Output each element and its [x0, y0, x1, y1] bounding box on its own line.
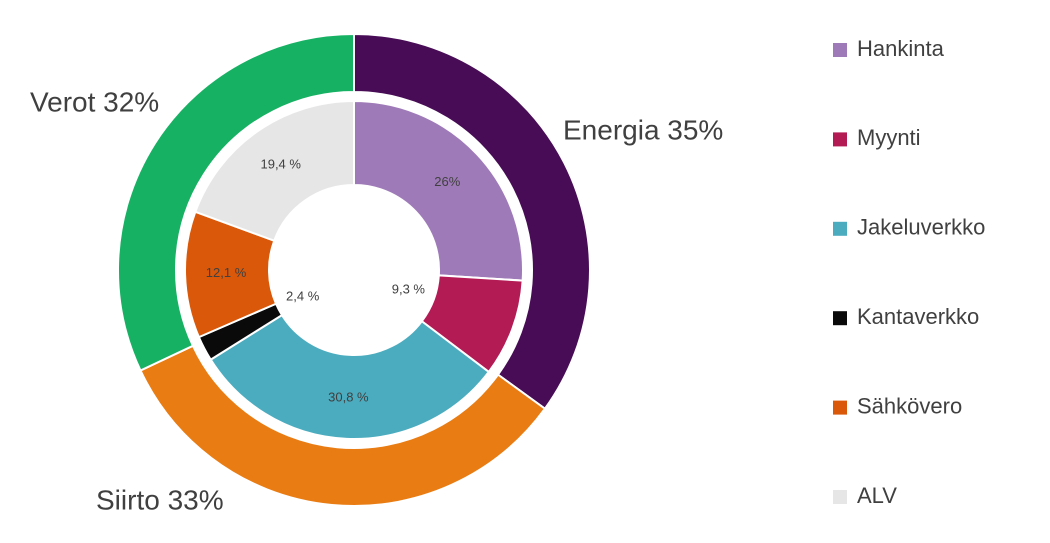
data-label: 12,1 % — [206, 265, 247, 280]
data-label: 30,8 % — [328, 389, 369, 404]
data-label: 26% — [434, 174, 460, 189]
inner-slice — [194, 99, 355, 242]
legend-label: Sähkövero — [857, 393, 962, 418]
outer-slice — [139, 344, 547, 507]
legend-label: Myynti — [857, 125, 921, 150]
inner-slice — [353, 99, 525, 282]
legend-swatch — [833, 43, 847, 57]
data-label: 2,4 % — [286, 288, 320, 303]
inner-slice — [209, 313, 491, 440]
legend-label: Kantaverkko — [857, 304, 979, 329]
legend-swatch — [833, 400, 847, 415]
legend-label: Jakeluverkko — [857, 215, 985, 240]
data-label: 9,3 % — [392, 282, 426, 297]
legend-swatch — [833, 221, 847, 236]
legend-swatch — [833, 490, 847, 504]
outer-label: Energia 35% — [563, 114, 723, 145]
outer-label: Verot 32% — [30, 86, 159, 117]
legend-swatch — [833, 132, 847, 147]
legend-swatch — [833, 311, 847, 326]
outer-label: Siirto 33% — [96, 484, 224, 515]
legend-label: Hankinta — [857, 36, 945, 61]
data-label: 19,4 % — [260, 156, 301, 171]
legend-label: ALV — [857, 483, 897, 508]
outer-slice — [353, 32, 591, 411]
outer-slice — [117, 32, 355, 372]
